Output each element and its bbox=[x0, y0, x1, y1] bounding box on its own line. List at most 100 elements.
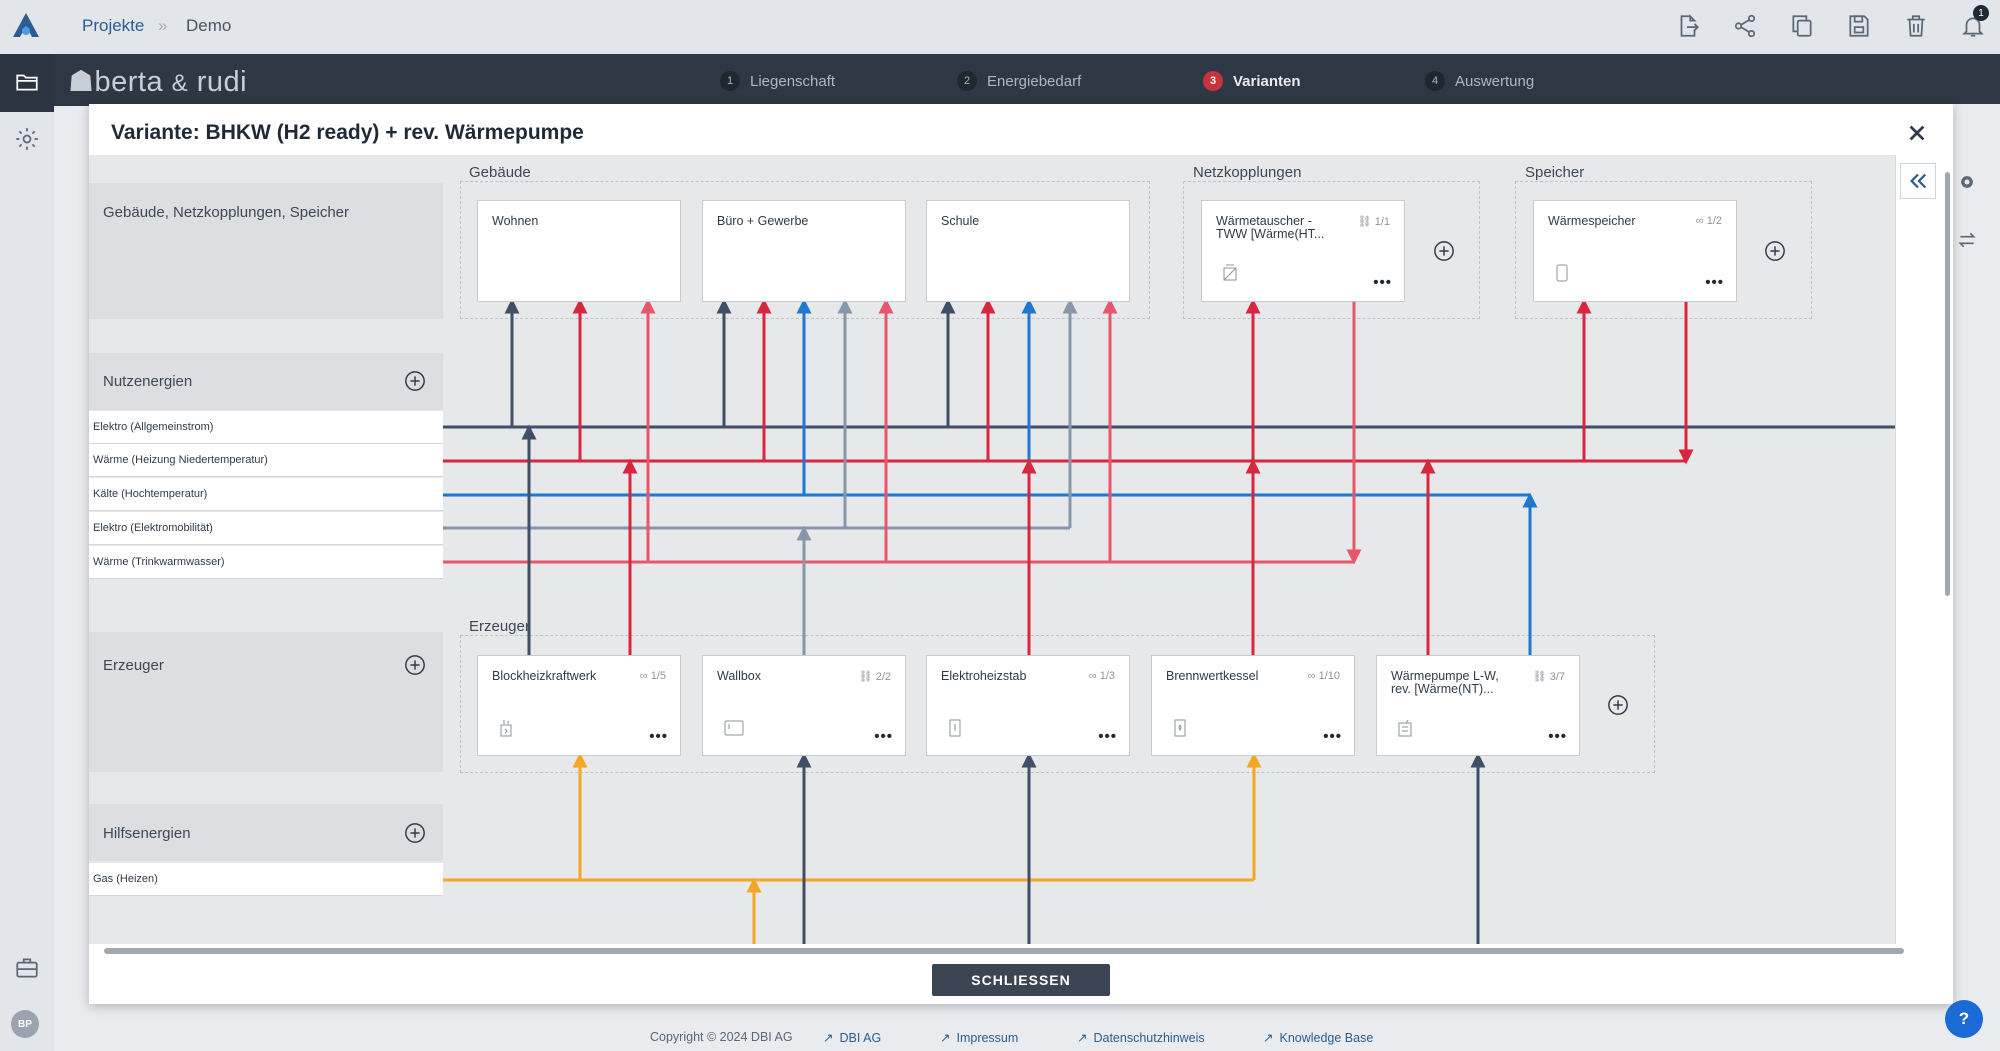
node-menu-icon[interactable]: ••• bbox=[1098, 728, 1117, 745]
node-count: ∞ 1/5 bbox=[639, 670, 666, 682]
step-auswertung[interactable]: 4 Auswertung bbox=[1425, 71, 1534, 91]
delete-icon[interactable] bbox=[1903, 13, 1929, 39]
node-count-value: 1/5 bbox=[650, 670, 666, 682]
group-label-gebaeude: Gebäude bbox=[469, 164, 531, 181]
folder-icon[interactable] bbox=[14, 69, 40, 95]
brand-name-a: berta bbox=[94, 66, 164, 98]
node-count-value: 2/2 bbox=[875, 671, 891, 683]
node-gebaeude[interactable]: Schule bbox=[926, 200, 1130, 302]
section-label-gebaeude: Gebäude, Netzkopplungen, Speicher bbox=[103, 204, 350, 221]
node-menu-icon[interactable]: ••• bbox=[1323, 728, 1342, 745]
group-netzkopplungen bbox=[1183, 181, 1480, 319]
section-erzeuger bbox=[89, 632, 443, 772]
footer-link-label: Impressum bbox=[956, 1030, 1019, 1045]
section-label-nutzenergien: Nutzenergien bbox=[103, 373, 193, 390]
node-erzeuger[interactable]: Brennwertkessel ∞ 1/10 ••• bbox=[1151, 655, 1355, 756]
group-label-netzkopplungen: Netzkopplungen bbox=[1193, 164, 1302, 181]
briefcase-icon[interactable] bbox=[14, 955, 40, 981]
nutzenergie-row[interactable]: Elektro (Elektromobilität) bbox=[89, 512, 443, 545]
gear-icon[interactable] bbox=[14, 126, 40, 152]
wallbox-icon bbox=[724, 720, 744, 736]
node-label: Wohnen bbox=[492, 214, 539, 228]
group-erzeuger bbox=[460, 635, 1655, 773]
save-icon[interactable] bbox=[1846, 13, 1872, 39]
horizontal-scrollbar[interactable] bbox=[104, 948, 1904, 954]
copy-icon[interactable] bbox=[1789, 13, 1815, 39]
node-erzeuger[interactable]: Wärmepumpe L-W, rev. [Wärme(NT)... ⛓ 3/7… bbox=[1376, 655, 1580, 756]
settings-gear-icon[interactable] bbox=[1957, 172, 1977, 192]
node-menu-icon[interactable]: ••• bbox=[649, 728, 668, 745]
node-speicher[interactable]: Wärmespeicher ∞ 1/2 ••• bbox=[1533, 200, 1737, 302]
nutzenergie-row[interactable]: Elektro (Allgemeinstrom) bbox=[89, 411, 443, 444]
close-button[interactable]: SCHLIESSEN bbox=[932, 964, 1110, 996]
node-count: ∞ 1/2 bbox=[1695, 215, 1722, 227]
nutzenergie-row[interactable]: Kälte (Hochtemperatur) bbox=[89, 478, 443, 511]
footer-link-label: DBI AG bbox=[839, 1030, 882, 1045]
hilfsenergie-row[interactable]: Gas (Heizen) bbox=[89, 863, 443, 896]
node-menu-icon[interactable]: ••• bbox=[1373, 274, 1392, 291]
node-erzeuger[interactable]: Elektroheizstab ∞ 1/3 ••• bbox=[926, 655, 1130, 756]
node-count: ⛓ 3/7 bbox=[1532, 671, 1565, 683]
node-label: Wärmetauscher - TWW [Wärme(HT... bbox=[1216, 214, 1325, 241]
app-logo-icon[interactable] bbox=[10, 10, 42, 42]
node-label: Schule bbox=[941, 214, 980, 228]
node-count-value: 1/1 bbox=[1374, 216, 1390, 228]
external-link-icon: ↗ bbox=[940, 1031, 951, 1045]
node-label: Büro + Gewerbe bbox=[717, 214, 809, 228]
node-label: Brennwertkessel bbox=[1166, 669, 1259, 683]
breadcrumb-current: Demo bbox=[186, 16, 232, 35]
add-nutzenergie-icon[interactable] bbox=[404, 370, 426, 392]
collapse-panel-button[interactable] bbox=[1900, 163, 1936, 199]
step-number: 2 bbox=[957, 71, 977, 91]
breadcrumb-projects[interactable]: Projekte bbox=[82, 16, 145, 35]
vertical-scrollbar[interactable] bbox=[1945, 172, 1950, 596]
step-energiebedarf[interactable]: 2 Energiebedarf bbox=[957, 71, 1081, 91]
node-netzkopplung[interactable]: Wärmetauscher - TWW [Wärme(HT... ⛓ 1/1 •… bbox=[1201, 200, 1405, 302]
top-bar: Projekte » Demo 1 bbox=[0, 0, 2000, 54]
user-avatar[interactable]: BP bbox=[11, 1010, 39, 1038]
boiler-icon bbox=[1174, 719, 1186, 737]
nutzenergie-row[interactable]: Wärme (Trinkwarmwasser) bbox=[89, 546, 443, 579]
external-link-icon: ↗ bbox=[1077, 1031, 1088, 1045]
share-icon[interactable] bbox=[1732, 13, 1758, 39]
section-label-erzeuger: Erzeuger bbox=[103, 657, 164, 674]
step-label: Energiebedarf bbox=[987, 72, 1082, 90]
add-erzeuger-icon[interactable] bbox=[404, 654, 426, 676]
step-varianten[interactable]: 3 Varianten bbox=[1203, 71, 1301, 91]
help-button[interactable]: ? bbox=[1945, 1000, 1983, 1038]
swap-icon[interactable] bbox=[1957, 230, 1977, 250]
step-liegenschaft[interactable]: 1 Liegenschaft bbox=[720, 71, 835, 91]
add-netzkopplung-icon[interactable] bbox=[1433, 240, 1455, 262]
footer-link-impressum[interactable]: ↗ Impressum bbox=[940, 1030, 1019, 1046]
footer-link-label: Datenschutzhinweis bbox=[1093, 1030, 1205, 1045]
nutzenergie-row[interactable]: Wärme (Heizung Niedertemperatur) bbox=[89, 444, 443, 477]
external-link-icon: ↗ bbox=[1263, 1031, 1274, 1045]
export-icon[interactable] bbox=[1675, 13, 1701, 39]
add-erzeuger-node-icon[interactable] bbox=[1607, 694, 1629, 716]
node-label: Wärmespeicher bbox=[1548, 214, 1636, 228]
brand-name-b: rudi bbox=[196, 66, 248, 98]
brand-mark-icon: ☗ bbox=[68, 66, 95, 98]
footer-link-knowledge-base[interactable]: ↗ Knowledge Base bbox=[1263, 1030, 1373, 1046]
node-gebaeude[interactable]: Wohnen bbox=[477, 200, 681, 302]
node-count-value: 1/3 bbox=[1099, 670, 1115, 682]
step-number: 1 bbox=[720, 71, 740, 91]
node-erzeuger[interactable]: Wallbox ⛓ 2/2 ••• bbox=[702, 655, 906, 756]
node-count-value: 3/7 bbox=[1549, 671, 1565, 683]
add-speicher-icon[interactable] bbox=[1764, 240, 1786, 262]
footer-link-datenschutz[interactable]: ↗ Datenschutzhinweis bbox=[1077, 1030, 1205, 1046]
footer-link-dbi[interactable]: ↗ DBI AG bbox=[823, 1030, 882, 1046]
side-panel bbox=[1895, 155, 1943, 944]
node-menu-icon[interactable]: ••• bbox=[1705, 274, 1724, 291]
node-menu-icon[interactable]: ••• bbox=[874, 728, 893, 745]
node-erzeuger[interactable]: Blockheizkraftwerk ∞ 1/5 ••• bbox=[477, 655, 681, 756]
brand-amp: & bbox=[171, 70, 189, 97]
node-menu-icon[interactable]: ••• bbox=[1548, 728, 1567, 745]
rail-projects-active[interactable] bbox=[0, 54, 54, 112]
add-hilfsenergie-icon[interactable] bbox=[404, 822, 426, 844]
node-gebaeude[interactable]: Büro + Gewerbe bbox=[702, 200, 906, 302]
close-icon[interactable] bbox=[1906, 122, 1928, 144]
storage-tank-icon bbox=[1556, 264, 1568, 282]
node-count: ∞ 1/10 bbox=[1307, 670, 1340, 682]
modal-title: Variante: BHKW (H2 ready) + rev. Wärmepu… bbox=[111, 121, 584, 144]
